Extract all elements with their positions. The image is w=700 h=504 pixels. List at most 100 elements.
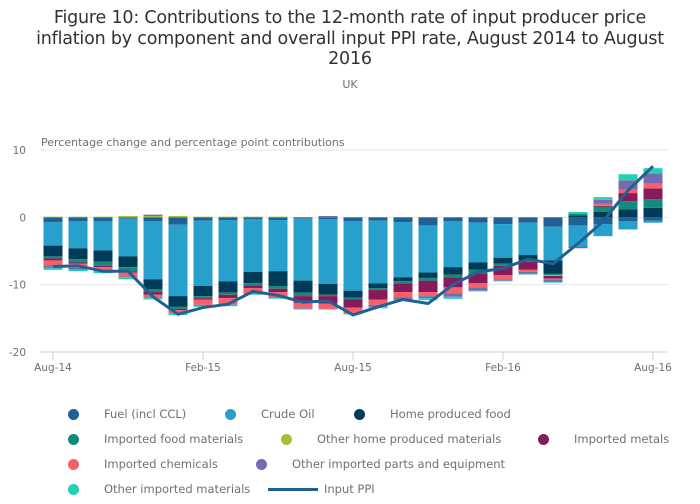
bar-segment bbox=[418, 292, 438, 297]
bar-segment bbox=[393, 217, 413, 223]
legend-dot-icon bbox=[225, 408, 236, 420]
bar-segment bbox=[93, 250, 113, 262]
bar-segment bbox=[318, 217, 338, 220]
bar-segment bbox=[368, 288, 388, 291]
bar-segment bbox=[343, 217, 363, 222]
bar-stack[interactable] bbox=[643, 168, 663, 223]
legend-item-crude-oil[interactable]: Crude Oil bbox=[225, 404, 315, 424]
bar-segment bbox=[218, 217, 238, 221]
bar-segment bbox=[343, 221, 363, 291]
bar-stack[interactable] bbox=[518, 217, 538, 275]
bar-segment bbox=[643, 182, 663, 189]
legend-item-imported-food[interactable]: Imported food materials bbox=[68, 429, 243, 449]
bar-segment bbox=[618, 217, 638, 222]
bar-stack[interactable] bbox=[168, 215, 188, 315]
bar-segment bbox=[68, 216, 88, 218]
legend-item-other-imported-materials[interactable]: Other imported materials bbox=[68, 479, 250, 499]
bar-stack[interactable] bbox=[543, 217, 563, 283]
legend-label: Crude Oil bbox=[261, 407, 315, 421]
legend-label: Other imported materials bbox=[104, 482, 251, 496]
bar-segment bbox=[493, 280, 513, 282]
bar-segment bbox=[318, 294, 338, 297]
bar-segment bbox=[593, 211, 613, 218]
bar-stack[interactable] bbox=[493, 217, 513, 282]
y-axis-label: Percentage change and percentage point c… bbox=[41, 136, 345, 149]
bar-segment bbox=[518, 271, 538, 274]
input-ppi-line bbox=[52, 165, 655, 317]
bar-segment bbox=[168, 296, 188, 307]
legend-dot-icon bbox=[281, 433, 292, 445]
bar-segment bbox=[193, 298, 213, 300]
bar-segment bbox=[68, 259, 88, 263]
bar-segment bbox=[568, 247, 588, 249]
bar-segment bbox=[618, 221, 638, 230]
bar-stack[interactable] bbox=[343, 217, 363, 315]
bar-segment bbox=[443, 293, 463, 297]
bar-stack[interactable] bbox=[268, 216, 288, 299]
chart-subtitle: UK bbox=[342, 78, 358, 91]
legend-dot-icon bbox=[256, 458, 267, 470]
bar-segment bbox=[143, 221, 163, 280]
bar-stack[interactable] bbox=[43, 216, 63, 270]
bar-segment bbox=[368, 283, 388, 289]
bar-segment bbox=[293, 308, 313, 310]
bar-stack[interactable] bbox=[143, 214, 163, 300]
bar-segment bbox=[543, 279, 563, 282]
legend-item-fuel[interactable]: Fuel (incl CCL) bbox=[68, 404, 186, 424]
bar-stack[interactable] bbox=[418, 217, 438, 301]
bar-stack[interactable] bbox=[193, 216, 213, 307]
bar-segment bbox=[543, 226, 563, 261]
bar-segment bbox=[568, 211, 588, 214]
bar-stack[interactable] bbox=[468, 217, 488, 292]
bar-segment bbox=[43, 256, 63, 259]
bar-segment bbox=[268, 298, 288, 299]
x-axis: Aug-14 Feb-15 Aug-15 Feb-16 Aug-16 bbox=[34, 351, 672, 374]
bar-segment bbox=[43, 217, 63, 223]
bar-segment bbox=[593, 199, 613, 204]
bar-segment bbox=[518, 261, 538, 270]
bar-stack[interactable] bbox=[368, 217, 388, 309]
bar-segment bbox=[443, 287, 463, 294]
bar-segment bbox=[493, 265, 513, 276]
bar-segment bbox=[518, 260, 538, 262]
legend-label: Other imported parts and equipment bbox=[292, 457, 506, 471]
bar-segment bbox=[143, 217, 163, 222]
bar-segment bbox=[218, 294, 238, 299]
bar-segment bbox=[143, 214, 163, 216]
bar-segment bbox=[468, 273, 488, 284]
legend-label: Imported food materials bbox=[104, 432, 244, 446]
legend-item-input-ppi[interactable]: Input PPI bbox=[268, 479, 375, 499]
bar-stack[interactable] bbox=[568, 211, 588, 249]
bar-segment bbox=[368, 217, 388, 221]
bar-segment bbox=[68, 267, 88, 270]
bar-segment bbox=[643, 173, 663, 183]
bar-stack[interactable] bbox=[218, 216, 238, 307]
bar-segment bbox=[168, 310, 188, 314]
bar-segment bbox=[243, 216, 263, 218]
legend-item-other-home-produced[interactable]: Other home produced materials bbox=[281, 429, 501, 449]
bar-stack[interactable] bbox=[443, 217, 463, 299]
bar-segment bbox=[493, 263, 513, 266]
bar-segment bbox=[118, 277, 138, 280]
legend-item-other-imported-parts[interactable]: Other imported parts and equipment bbox=[256, 454, 505, 474]
bar-stack[interactable] bbox=[68, 216, 88, 272]
bar-stack[interactable] bbox=[93, 216, 113, 274]
bar-stack[interactable] bbox=[293, 217, 313, 310]
bar-segment bbox=[43, 260, 63, 266]
bar-segment bbox=[268, 217, 288, 221]
legend-item-imported-metals[interactable]: Imported metals bbox=[538, 429, 669, 449]
bar-segment bbox=[218, 216, 238, 218]
bar-segment bbox=[318, 303, 338, 309]
bar-stack[interactable] bbox=[593, 197, 613, 237]
bar-segment bbox=[143, 215, 163, 218]
bar-segment bbox=[118, 217, 138, 219]
bar-segment bbox=[43, 245, 63, 257]
legend-item-home-produced-food[interactable]: Home produced food bbox=[354, 404, 511, 424]
bar-segment bbox=[443, 267, 463, 275]
bar-stack[interactable] bbox=[243, 216, 263, 295]
y-axis-ticks: 10 0 -10 -20 bbox=[9, 145, 26, 359]
legend-item-imported-chemicals[interactable]: Imported chemicals bbox=[68, 454, 218, 474]
bar-stack[interactable] bbox=[393, 217, 413, 301]
legend-line-icon bbox=[268, 487, 318, 491]
bar-stack[interactable] bbox=[318, 215, 338, 310]
